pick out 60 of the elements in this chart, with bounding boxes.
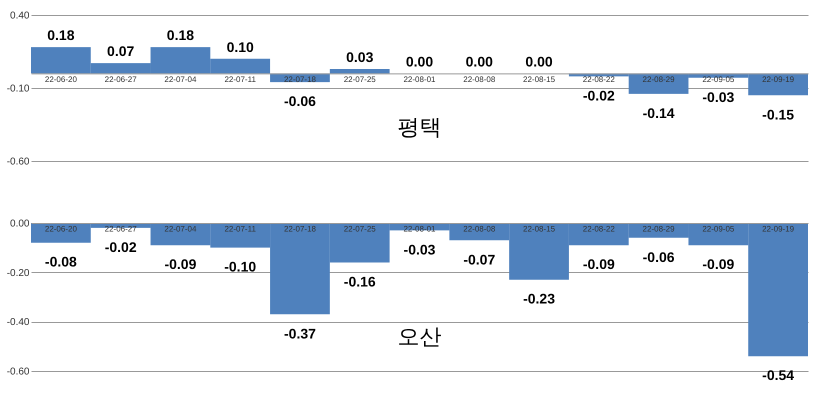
data-label: -0.16 <box>344 273 376 290</box>
x-tick-label: 22-07-25 <box>344 74 376 84</box>
x-tick-label: 22-09-05 <box>702 74 735 84</box>
x-tick-label: 22-08-15 <box>523 224 556 234</box>
data-label: -0.09 <box>702 256 735 272</box>
data-label: 0.07 <box>107 43 134 60</box>
x-tick-label: 22-07-04 <box>164 74 197 84</box>
data-label: -0.09 <box>164 256 197 272</box>
bar <box>330 69 390 74</box>
data-label: 0.00 <box>406 53 434 70</box>
x-tick-label: 22-08-22 <box>582 74 616 84</box>
data-label: -0.02 <box>582 87 615 104</box>
y-tick-label: 0.00 <box>10 218 30 230</box>
x-tick-label: 22-08-29 <box>642 224 676 234</box>
data-label: -0.03 <box>404 241 436 258</box>
x-tick-label: 22-07-18 <box>284 74 317 84</box>
data-label: 0.18 <box>166 27 194 44</box>
data-label: -0.14 <box>642 104 675 121</box>
data-label: -0.37 <box>284 325 316 342</box>
data-label: 0.03 <box>346 49 374 66</box>
x-tick-label: 22-09-19 <box>762 74 795 84</box>
x-tick-label: 22-06-20 <box>44 74 78 84</box>
text: 평택 <box>398 115 442 140</box>
data-label: -0.06 <box>642 248 675 265</box>
data-label: -0.15 <box>762 106 794 122</box>
data-label: 0.18 <box>47 27 75 44</box>
text: 오산 <box>398 324 442 350</box>
x-tick-label: 22-07-18 <box>284 224 317 234</box>
x-tick-label: 22-08-15 <box>523 74 556 84</box>
x-tick-label: 22-08-08 <box>463 224 496 234</box>
data-label: -0.23 <box>523 290 556 307</box>
data-label: 0.00 <box>466 53 494 70</box>
y-tick-label: -0.60 <box>6 366 30 378</box>
y-tick-label: -0.40 <box>6 317 30 328</box>
data-label: -0.02 <box>104 238 137 255</box>
x-tick-label: 22-09-05 <box>702 224 735 234</box>
x-tick-label: 22-07-11 <box>224 224 256 234</box>
x-tick-label: 22-08-22 <box>582 224 616 234</box>
y-tick-label: -0.10 <box>6 84 30 94</box>
x-tick-label: 22-08-01 <box>403 74 436 84</box>
x-tick-label: 22-07-11 <box>224 74 256 84</box>
data-label: 0.10 <box>226 38 254 55</box>
y-tick-label: -0.60 <box>6 156 30 168</box>
data-label: -0.03 <box>702 88 735 105</box>
data-label: -0.08 <box>44 254 78 270</box>
data-label: -0.54 <box>762 367 794 384</box>
x-tick-label: 22-06-20 <box>44 224 78 234</box>
x-tick-label: 22-08-29 <box>642 74 676 84</box>
y-tick-label: 0.40 <box>10 10 30 22</box>
data-label: -0.10 <box>224 258 256 275</box>
y-tick-label: -0.20 <box>6 268 30 279</box>
x-tick-label: 22-09-19 <box>762 224 795 234</box>
data-label: 0.00 <box>525 53 553 70</box>
data-label: -0.06 <box>284 93 316 110</box>
data-label: -0.09 <box>582 256 615 272</box>
x-tick-label: 22-07-25 <box>344 224 376 234</box>
x-tick-label: 22-08-08 <box>463 74 496 84</box>
data-label: -0.07 <box>463 251 496 268</box>
x-tick-label: 22-06-27 <box>104 74 138 84</box>
x-tick-label: 22-07-04 <box>164 224 197 234</box>
